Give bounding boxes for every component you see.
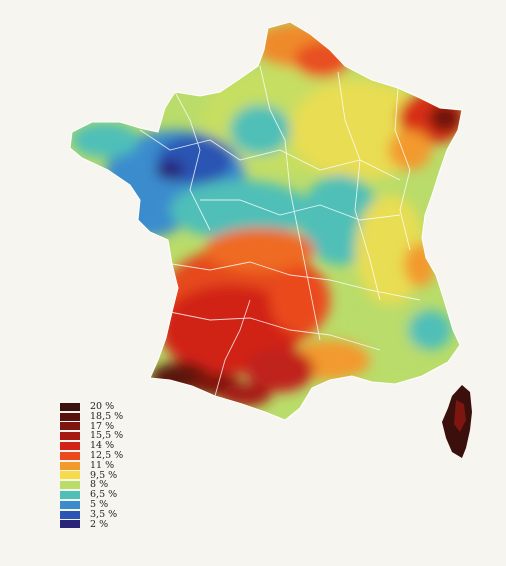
corsica-island [442, 385, 472, 458]
department-boundaries [139, 65, 421, 397]
map-legend: 20 % 18,5 % 17 % 15,5 % 14 % 12,5 % 11 %… [60, 402, 123, 529]
legend-label: 14 % [90, 440, 115, 452]
legend-item: 20 % [60, 402, 123, 412]
legend-swatch [60, 412, 80, 421]
legend-swatch [60, 451, 80, 460]
legend-item: 3,5 % [60, 508, 123, 520]
legend-item: 12,5 % [60, 451, 123, 461]
legend-swatch [60, 481, 80, 490]
legend-label: 17 % [90, 420, 115, 432]
legend-label: 15,5 % [90, 430, 124, 442]
legend-swatch [60, 520, 80, 529]
density-zones [71, 23, 462, 407]
legend-swatch [60, 491, 80, 500]
legend-label: 20 % [90, 401, 115, 412]
legend-item: 17 % [60, 420, 123, 432]
legend-label: 6,5 % [90, 489, 118, 501]
legend-swatch [60, 442, 80, 451]
legend-swatch [60, 432, 80, 441]
legend-label: 2 % [90, 518, 109, 530]
mainland-map [70, 22, 462, 420]
legend-item: 11 % [60, 459, 123, 471]
legend-label: 5 % [90, 498, 109, 510]
legend-swatch [60, 510, 80, 519]
legend-label: 11 % [90, 459, 115, 471]
legend-label: 9,5 % [90, 469, 118, 481]
france-outline [69, 21, 463, 421]
legend-item: 2 % [60, 518, 123, 530]
legend-item: 6,5 % [60, 490, 123, 500]
legend-swatch [60, 461, 80, 470]
legend-item: 8 % [60, 480, 123, 490]
legend-item: 14 % [60, 441, 123, 451]
legend-item: 15,5 % [60, 431, 123, 441]
legend-swatch [60, 471, 80, 480]
legend-label: 3,5 % [90, 508, 118, 520]
legend-swatch [60, 402, 80, 411]
legend-label: 12,5 % [90, 449, 124, 461]
legend-swatch [60, 422, 80, 431]
legend-item: 18,5 % [60, 410, 124, 422]
legend-label: 18,5 % [90, 410, 124, 422]
legend-swatch [60, 500, 80, 509]
legend-item: 5 % [60, 500, 123, 510]
legend-item: 9,5 % [60, 469, 123, 481]
legend-label: 8 % [90, 479, 109, 491]
